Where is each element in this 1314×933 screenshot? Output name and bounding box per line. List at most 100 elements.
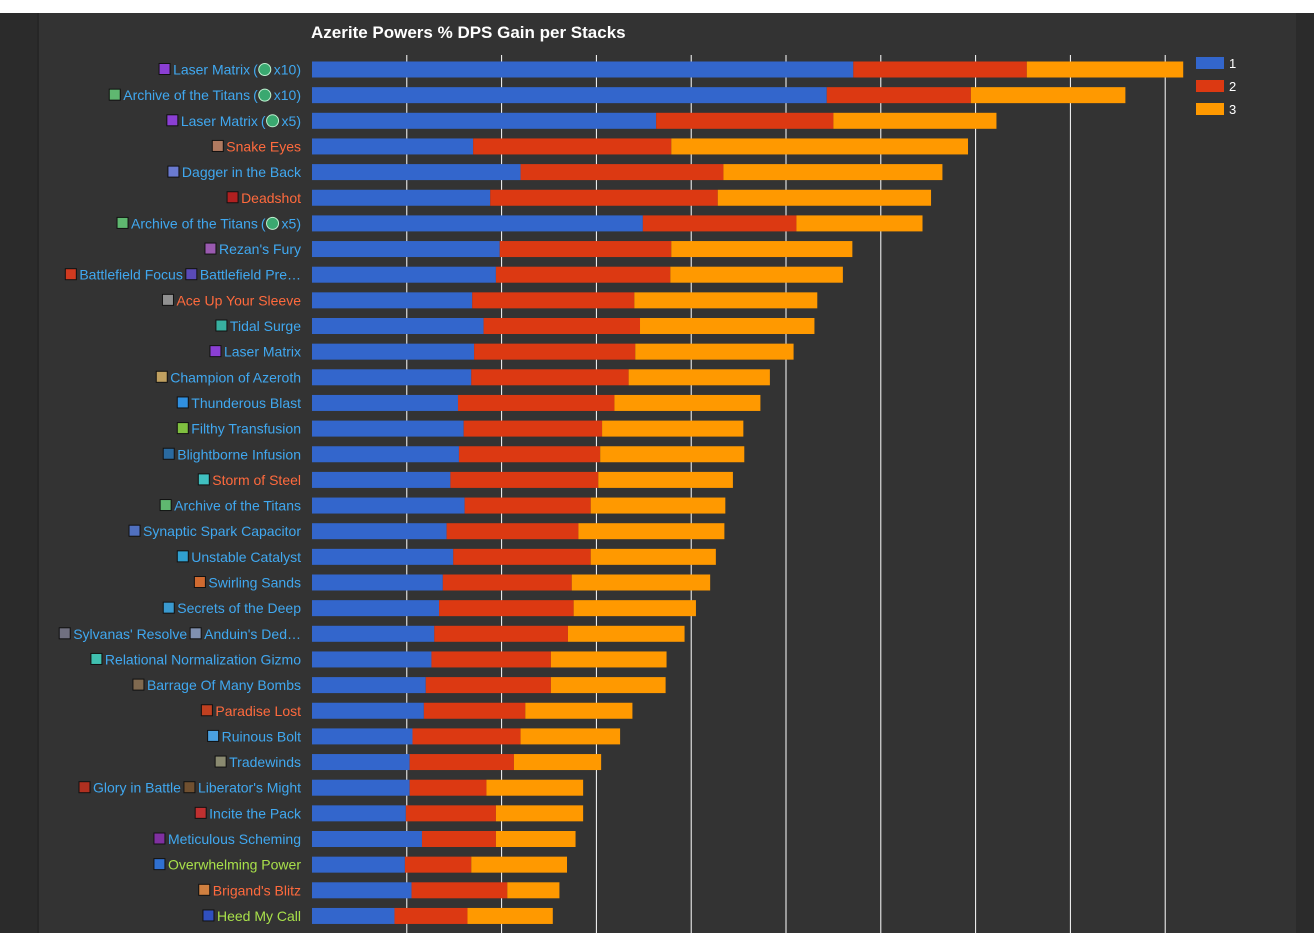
label-paren[interactable]: ( [253, 87, 258, 103]
bar-series-1[interactable] [312, 882, 412, 899]
bar-series-1[interactable] [312, 266, 496, 283]
bar-series-1[interactable] [312, 61, 854, 78]
label-text[interactable]: Paradise Lost [215, 703, 301, 719]
label-text[interactable]: Archive of the Titans [174, 498, 301, 514]
bar-series-3[interactable] [467, 907, 553, 924]
label-text[interactable]: Overwhelming Power [168, 857, 301, 873]
label-text[interactable]: Laser Matrix [181, 113, 258, 129]
bar-series-2[interactable] [442, 574, 572, 591]
bar-series-3[interactable] [723, 164, 943, 181]
label-paren[interactable]: ( [253, 62, 258, 78]
bar-series-2[interactable] [446, 523, 579, 540]
bar-series-3[interactable] [567, 625, 685, 642]
bar-series-1[interactable] [312, 497, 465, 514]
bar-series-3[interactable] [571, 574, 711, 591]
label-stack-count[interactable]: x10) [274, 62, 301, 78]
label-text[interactable]: Dagger in the Back [182, 164, 302, 180]
bar-series-2[interactable] [394, 907, 468, 924]
bar-series-3[interactable] [598, 471, 733, 488]
bar-series-2[interactable] [495, 266, 671, 283]
bar-series-3[interactable] [495, 831, 576, 847]
legend-label-3[interactable]: 3 [1229, 102, 1236, 117]
label-text[interactable]: Rezan's Fury [219, 241, 301, 257]
label-text[interactable]: Filthy Transfusion [191, 421, 301, 437]
bar-series-2[interactable] [473, 138, 672, 155]
bar-series-1[interactable] [312, 164, 521, 181]
bar-series-1[interactable] [312, 189, 491, 206]
bar-series-2[interactable] [453, 548, 591, 565]
bar-series-1[interactable] [312, 805, 406, 822]
bar-series-1[interactable] [312, 318, 484, 334]
bar-series-1[interactable] [312, 754, 410, 771]
bar-series-1[interactable] [312, 241, 500, 258]
bar-series-1[interactable] [312, 471, 451, 488]
bar-series-3[interactable] [520, 728, 621, 745]
bar-series-1[interactable] [312, 831, 422, 847]
label-stack-count[interactable]: x10) [274, 87, 301, 103]
bar-series-3[interactable] [671, 138, 969, 155]
legend-swatch-1[interactable] [1196, 57, 1224, 69]
label-text[interactable]: Archive of the Titans [123, 87, 250, 103]
bar-series-1[interactable] [312, 369, 472, 386]
bar-series-3[interactable] [717, 189, 932, 206]
label-stack-count[interactable]: x5) [282, 113, 301, 129]
bar-series-3[interactable] [600, 446, 745, 463]
bar-series-1[interactable] [312, 600, 440, 617]
label-text[interactable]: Meticulous Scheming [168, 831, 301, 847]
label-text[interactable]: Glory in Battle [93, 780, 181, 796]
label-text[interactable]: Tidal Surge [230, 318, 301, 334]
bar-series-3[interactable] [573, 600, 696, 617]
bar-series-3[interactable] [578, 523, 725, 540]
label-text[interactable]: Ace Up Your Sleeve [176, 292, 301, 308]
bar-series-1[interactable] [312, 625, 435, 642]
bar-series-1[interactable] [312, 446, 459, 463]
bar-series-1[interactable] [312, 856, 405, 873]
bar-series-3[interactable] [628, 369, 770, 386]
label-text[interactable]: Heed My Call [217, 908, 301, 924]
label-text[interactable]: Synaptic Spark Capacitor [143, 523, 301, 539]
bar-series-2[interactable] [642, 215, 797, 232]
bar-series-2[interactable] [464, 497, 591, 514]
label-text[interactable]: Laser Matrix [224, 344, 301, 360]
bar-series-3[interactable] [671, 241, 853, 258]
bar-series-2[interactable] [458, 446, 601, 463]
right-scrollbar[interactable] [1296, 13, 1314, 933]
legend-label-1[interactable]: 1 [1229, 56, 1236, 71]
label-text[interactable]: Incite the Pack [209, 805, 302, 821]
bar-series-1[interactable] [312, 728, 413, 745]
label-text[interactable]: Swirling Sands [208, 575, 301, 591]
bar-series-3[interactable] [970, 87, 1126, 104]
label-text[interactable]: Tradewinds [229, 754, 301, 770]
label-text[interactable]: Unstable Catalyst [191, 549, 301, 565]
bar-series-2[interactable] [853, 61, 1027, 78]
bar-series-3[interactable] [640, 318, 815, 334]
label-text[interactable]: Storm of Steel [212, 472, 301, 488]
bar-series-3[interactable] [1026, 61, 1184, 78]
bar-series-1[interactable] [312, 907, 395, 924]
bar-series-2[interactable] [409, 779, 487, 796]
label-text[interactable]: Laser Matrix [173, 62, 250, 78]
bar-series-1[interactable] [312, 523, 447, 540]
label-stack-count[interactable]: x5) [282, 215, 301, 231]
legend-label-2[interactable]: 2 [1229, 79, 1236, 94]
bar-series-3[interactable] [550, 651, 667, 668]
bar-series-2[interactable] [421, 831, 496, 847]
label-text[interactable]: Deadshot [241, 190, 301, 206]
bar-series-2[interactable] [439, 600, 574, 617]
bar-series-3[interactable] [486, 779, 584, 796]
bar-series-1[interactable] [312, 779, 410, 796]
label-secondary[interactable]: Anduin's Ded… [204, 626, 301, 642]
bar-series-1[interactable] [312, 292, 473, 309]
label-secondary[interactable]: Liberator's Might [198, 780, 301, 796]
bar-series-3[interactable] [670, 266, 843, 283]
bar-series-3[interactable] [634, 292, 818, 309]
bar-series-3[interactable] [796, 215, 923, 232]
bar-series-3[interactable] [635, 343, 794, 360]
bar-series-3[interactable] [590, 548, 716, 565]
bar-series-2[interactable] [656, 112, 834, 129]
bar-series-1[interactable] [312, 215, 643, 232]
label-text[interactable]: Champion of Azeroth [170, 369, 301, 385]
bar-series-2[interactable] [425, 677, 551, 694]
bar-series-2[interactable] [457, 394, 615, 411]
bar-series-2[interactable] [463, 420, 603, 437]
